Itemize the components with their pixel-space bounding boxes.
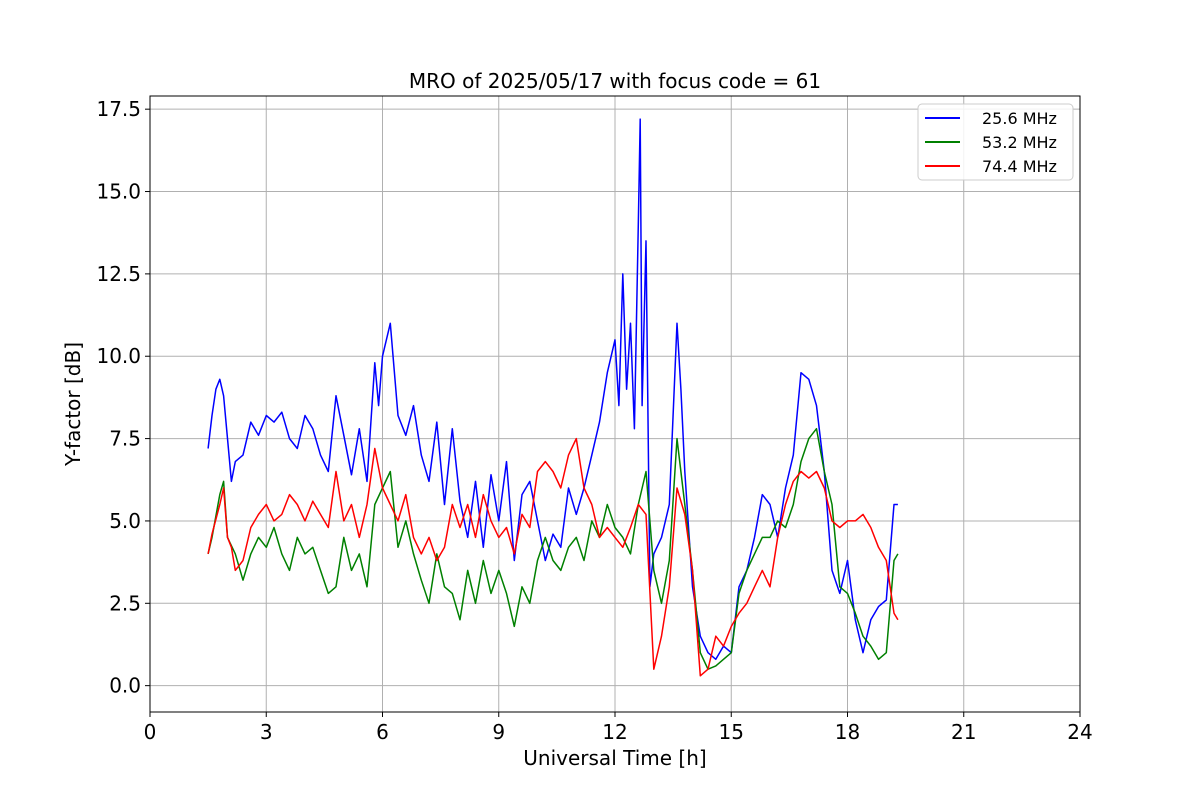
x-tick-label: 3 [260,720,273,744]
y-tick-label: 0.0 [109,674,141,698]
y-tick-label: 2.5 [109,591,141,615]
series-line-74-4-mhz [207,437,899,677]
legend-label-74-4-mhz: 74.4 MHz [982,157,1057,176]
series-line-25-6-mhz [207,118,898,661]
x-tick-label: 0 [144,720,157,744]
y-tick-label: 17.5 [96,97,141,121]
x-tick-label: 24 [1067,720,1092,744]
x-tick-label: 21 [951,720,976,744]
series-layer [207,118,899,677]
legend-box [917,103,1074,181]
chart-title: MRO of 2025/05/17 with focus code = 61 [409,69,821,93]
legend-label-25-6-mhz: 25.6 MHz [982,109,1057,128]
y-axis-ticks: 0.0 2.5 5.0 7.5 10.0 12.5 15.0 17.5 [96,97,150,698]
x-tick-label: 12 [602,720,627,744]
legend-label-53-2-mhz: 53.2 MHz [982,133,1057,152]
x-tick-label: 15 [719,720,744,744]
x-axis-label: Universal Time [h] [523,746,706,770]
legend: 25.6 MHz 53.2 MHz 74.4 MHz [917,103,1074,181]
x-tick-label: 9 [492,720,505,744]
x-axis-ticks: 0 3 6 9 12 15 18 21 24 [144,712,1093,744]
x-tick-label: 18 [835,720,860,744]
y-tick-label: 5.0 [109,509,141,533]
y-axis-label: Y-factor [dB] [61,342,85,467]
y-tick-label: 7.5 [109,427,141,451]
y-tick-label: 15.0 [96,180,141,204]
y-tick-label: 10.0 [96,344,141,368]
x-tick-label: 6 [376,720,389,744]
y-tick-label: 12.5 [96,262,141,286]
series-line-53-2-mhz [207,427,899,670]
grid-lines [149,96,1081,712]
